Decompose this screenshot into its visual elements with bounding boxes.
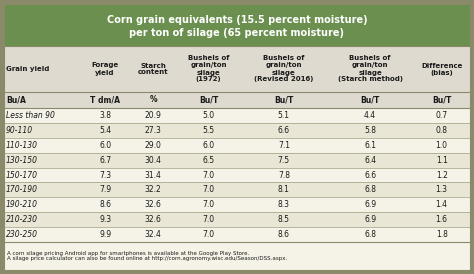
Text: Less than 90: Less than 90	[6, 111, 55, 120]
Text: 30.4: 30.4	[145, 156, 162, 165]
Text: 8.1: 8.1	[278, 185, 290, 194]
Text: 1.1: 1.1	[436, 156, 447, 165]
Text: 9.3: 9.3	[99, 215, 111, 224]
Text: 7.5: 7.5	[278, 156, 290, 165]
Text: 7.0: 7.0	[202, 215, 215, 224]
Text: 0.7: 0.7	[436, 111, 448, 120]
FancyBboxPatch shape	[4, 153, 470, 168]
FancyBboxPatch shape	[4, 182, 470, 197]
Text: 32.6: 32.6	[145, 215, 162, 224]
Text: 230-250: 230-250	[6, 230, 38, 239]
Text: 6.0: 6.0	[202, 141, 215, 150]
Text: 7.0: 7.0	[202, 230, 215, 239]
Text: 1.4: 1.4	[436, 200, 447, 209]
Text: 6.0: 6.0	[99, 141, 111, 150]
Text: 32.6: 32.6	[145, 200, 162, 209]
Text: 5.8: 5.8	[364, 126, 376, 135]
Text: 5.5: 5.5	[202, 126, 215, 135]
Text: 6.9: 6.9	[364, 200, 376, 209]
Text: 0.8: 0.8	[436, 126, 447, 135]
Text: 7.0: 7.0	[202, 170, 215, 179]
Text: 1.3: 1.3	[436, 185, 447, 194]
Text: Bushels of
grain/ton
silage
(Revised 2016): Bushels of grain/ton silage (Revised 201…	[254, 56, 313, 82]
Text: 170-190: 170-190	[6, 185, 38, 194]
Text: 5.0: 5.0	[202, 111, 215, 120]
Text: 7.0: 7.0	[202, 185, 215, 194]
FancyBboxPatch shape	[4, 108, 470, 123]
Text: 32.2: 32.2	[145, 185, 162, 194]
FancyBboxPatch shape	[4, 197, 470, 212]
FancyBboxPatch shape	[4, 123, 470, 138]
Text: 5.4: 5.4	[99, 126, 111, 135]
Text: 7.1: 7.1	[278, 141, 290, 150]
FancyBboxPatch shape	[4, 168, 470, 182]
Text: 8.3: 8.3	[278, 200, 290, 209]
Text: 6.7: 6.7	[99, 156, 111, 165]
Text: Grain yield: Grain yield	[6, 66, 49, 72]
Text: 7.3: 7.3	[99, 170, 111, 179]
Text: 8.5: 8.5	[278, 215, 290, 224]
FancyBboxPatch shape	[4, 46, 470, 92]
Text: Bushels of
grain/ton
silage
(1972): Bushels of grain/ton silage (1972)	[188, 56, 229, 82]
Text: 4.4: 4.4	[364, 111, 376, 120]
Text: 8.6: 8.6	[99, 200, 111, 209]
Text: 210-230: 210-230	[6, 215, 38, 224]
Text: Forage
yield: Forage yield	[91, 62, 118, 76]
Text: A corn silage pricing Android app for smartphones is available at the Google Pla: A corn silage pricing Android app for sm…	[7, 251, 287, 261]
Text: 1.0: 1.0	[436, 141, 447, 150]
Text: 3.8: 3.8	[99, 111, 111, 120]
Text: 6.1: 6.1	[364, 141, 376, 150]
Text: Bu/T: Bu/T	[360, 96, 380, 104]
Text: 31.4: 31.4	[145, 170, 162, 179]
Text: 150-170: 150-170	[6, 170, 38, 179]
Text: 1.2: 1.2	[436, 170, 447, 179]
Text: T dm/A: T dm/A	[90, 96, 120, 104]
Text: 7.9: 7.9	[99, 185, 111, 194]
Text: 6.6: 6.6	[364, 170, 376, 179]
Text: %: %	[149, 96, 157, 104]
Text: 1.8: 1.8	[436, 230, 447, 239]
Text: 6.5: 6.5	[202, 156, 215, 165]
FancyBboxPatch shape	[4, 242, 470, 270]
Text: 130-150: 130-150	[6, 156, 38, 165]
Text: 7.8: 7.8	[278, 170, 290, 179]
FancyBboxPatch shape	[4, 4, 470, 46]
Text: Corn grain equivalents (15.5 percent moisture): Corn grain equivalents (15.5 percent moi…	[107, 15, 367, 25]
Text: per ton of silage (65 percent moisture): per ton of silage (65 percent moisture)	[129, 28, 345, 38]
FancyBboxPatch shape	[4, 92, 470, 108]
Text: 29.0: 29.0	[145, 141, 162, 150]
Text: 6.4: 6.4	[364, 156, 376, 165]
Text: Bushels of
grain/ton
silage
(Starch method): Bushels of grain/ton silage (Starch meth…	[337, 56, 402, 82]
Text: Bu/A: Bu/A	[6, 96, 26, 104]
Text: 110-130: 110-130	[6, 141, 38, 150]
Text: Bu/T: Bu/T	[199, 96, 219, 104]
Text: Difference
(bias): Difference (bias)	[421, 62, 462, 76]
Text: 27.3: 27.3	[145, 126, 162, 135]
Text: 9.9: 9.9	[99, 230, 111, 239]
Text: 8.6: 8.6	[278, 230, 290, 239]
Text: 6.6: 6.6	[278, 126, 290, 135]
Text: Starch
content: Starch content	[138, 62, 168, 76]
Text: 5.1: 5.1	[278, 111, 290, 120]
Text: 6.9: 6.9	[364, 215, 376, 224]
Text: 32.4: 32.4	[145, 230, 162, 239]
Text: 20.9: 20.9	[145, 111, 162, 120]
FancyBboxPatch shape	[4, 227, 470, 242]
Text: 1.6: 1.6	[436, 215, 447, 224]
Text: Bu/T: Bu/T	[274, 96, 293, 104]
Text: 90-110: 90-110	[6, 126, 33, 135]
Text: 6.8: 6.8	[364, 185, 376, 194]
Text: 190-210: 190-210	[6, 200, 38, 209]
Text: 6.8: 6.8	[364, 230, 376, 239]
FancyBboxPatch shape	[4, 138, 470, 153]
FancyBboxPatch shape	[4, 212, 470, 227]
Text: Bu/T: Bu/T	[432, 96, 451, 104]
Text: 7.0: 7.0	[202, 200, 215, 209]
